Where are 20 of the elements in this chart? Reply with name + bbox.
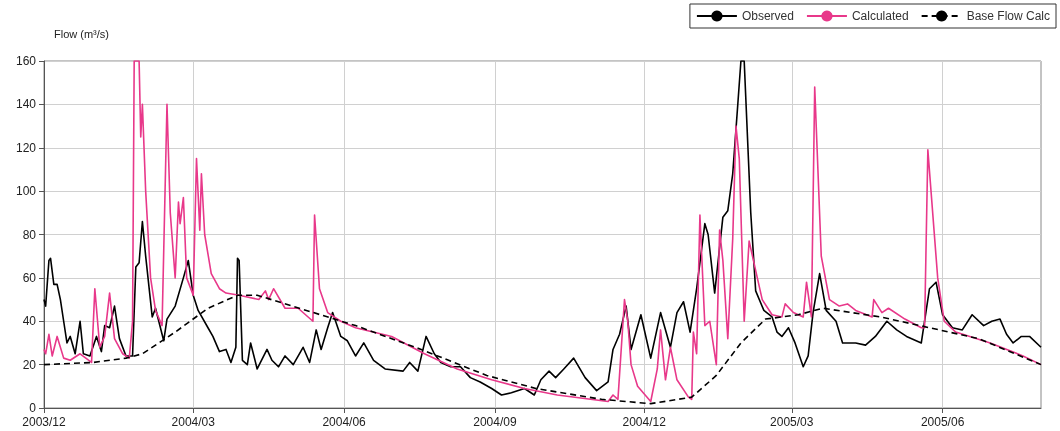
y-tick-label: 120 — [15, 140, 37, 155]
legend-label: Observed — [741, 9, 794, 23]
x-tick-label: 2005/03 — [770, 415, 814, 429]
y-tick-label: 80 — [22, 227, 37, 242]
y-tick-label: 160 — [15, 54, 37, 68]
y-tick-label: 20 — [22, 357, 37, 372]
x-tick-label: 2004/03 — [171, 415, 216, 429]
legend-label: Base Flow Calc — [966, 9, 1051, 23]
y-tick-label: 140 — [15, 97, 37, 112]
x-tick-label: 2004/06 — [322, 415, 367, 429]
y-tick-label: 60 — [22, 270, 37, 285]
y-tick-label: 100 — [15, 184, 37, 199]
x-tick-label: 2005/06 — [920, 415, 965, 429]
x-tick-label: 2004/09 — [473, 415, 517, 429]
y-tick-label: 40 — [22, 314, 37, 329]
x-tick-label: 2003/12 — [22, 415, 67, 429]
x-tick-label: 2004/12 — [622, 415, 667, 429]
y-axis-title: Flow (m³/s) — [54, 27, 109, 40]
y-tick-label: 0 — [29, 401, 37, 415]
legend-label: Calculated — [851, 9, 909, 23]
